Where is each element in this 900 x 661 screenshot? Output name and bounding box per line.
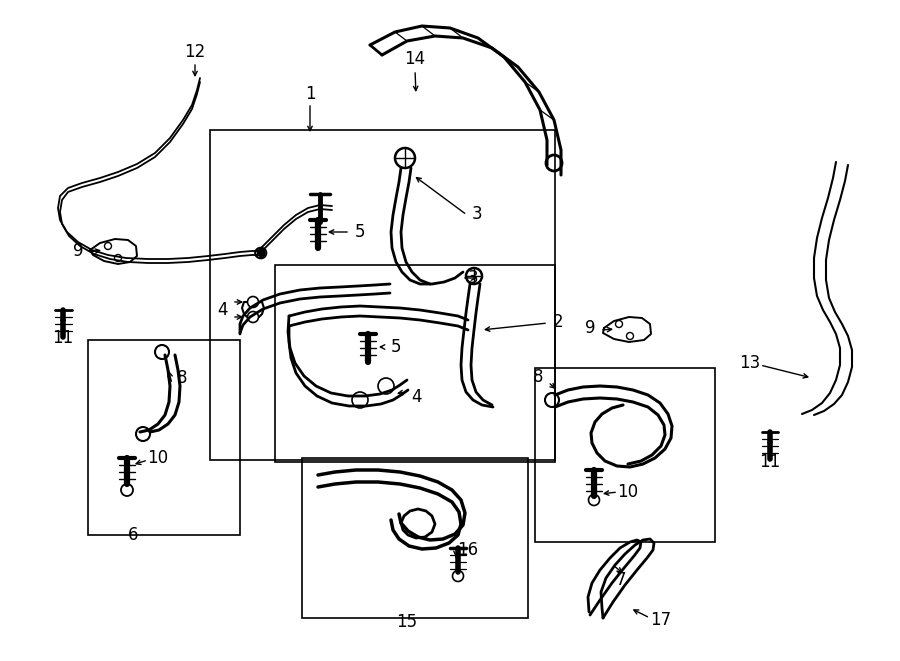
Text: 1: 1 (305, 85, 315, 103)
Bar (275, 265, 555, 462)
Text: 9: 9 (73, 242, 83, 260)
Text: 3: 3 (468, 269, 478, 287)
Text: 2: 2 (553, 313, 563, 331)
Text: 4: 4 (217, 301, 227, 319)
Bar (302, 458, 528, 618)
Text: 9: 9 (585, 319, 595, 337)
Text: 11: 11 (52, 329, 74, 347)
Text: 8: 8 (533, 368, 544, 386)
Bar (88, 340, 240, 535)
Text: 8: 8 (176, 369, 187, 387)
Text: 4: 4 (412, 388, 422, 406)
Text: 13: 13 (740, 354, 760, 372)
Text: 3: 3 (472, 205, 482, 223)
Text: 5: 5 (355, 223, 365, 241)
Text: 10: 10 (617, 483, 639, 501)
Text: 14: 14 (404, 50, 426, 68)
Text: 16: 16 (457, 541, 479, 559)
Text: 11: 11 (760, 453, 780, 471)
Bar (210, 130, 555, 460)
Text: 10: 10 (148, 449, 168, 467)
Circle shape (257, 249, 265, 256)
Bar (535, 368, 715, 542)
Text: 17: 17 (651, 611, 671, 629)
Text: 7: 7 (616, 571, 626, 589)
Text: 5: 5 (391, 338, 401, 356)
Text: 12: 12 (184, 43, 205, 61)
Text: 6: 6 (128, 526, 139, 544)
Text: 15: 15 (396, 613, 418, 631)
